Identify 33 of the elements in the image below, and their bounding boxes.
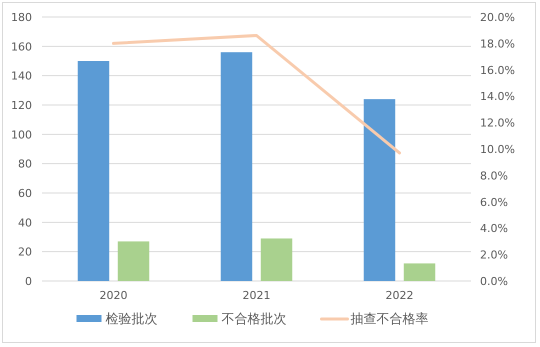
y2-tick-label: 18.0% — [480, 37, 515, 50]
y2-tick-label: 12.0% — [480, 116, 515, 130]
y-tick-label: 60 — [18, 187, 32, 200]
legend-label: 不合格批次 — [222, 312, 286, 327]
x-tick-label: 2021 — [242, 289, 270, 302]
y-tick-label: 40 — [18, 216, 32, 230]
bar — [118, 241, 150, 281]
y-tick-label: 80 — [18, 158, 32, 171]
legend-label: 抽查不合格率 — [350, 311, 428, 327]
y2-tick-label: 14.0% — [480, 90, 515, 104]
y-tick-label: 20 — [18, 246, 32, 259]
bar — [260, 238, 292, 281]
x-tick-label: 2022 — [386, 289, 414, 302]
bar — [220, 52, 252, 281]
y2-tick-label: 2.0% — [480, 248, 508, 262]
y2-tick-label: 6.0% — [480, 196, 508, 209]
y-tick-label: 0 — [25, 275, 32, 288]
bar — [404, 263, 436, 281]
y-tick-label: 140 — [11, 70, 32, 83]
y2-tick-label: 20.0% — [480, 11, 515, 24]
y2-tick-label: 8.0% — [480, 169, 508, 182]
y-tick-label: 160 — [11, 40, 32, 54]
y2-tick-label: 16.0% — [480, 64, 515, 77]
y-tick-label: 120 — [11, 99, 32, 112]
x-tick-label: 2020 — [100, 289, 128, 302]
y-tick-label: 180 — [11, 11, 32, 24]
y2-tick-label: 10.0% — [480, 143, 515, 156]
y2-tick-label: 0.0% — [480, 275, 508, 288]
y-tick-label: 100 — [11, 128, 32, 142]
bar — [78, 61, 110, 281]
legend-label: 检验批次 — [106, 312, 158, 327]
bar — [364, 99, 396, 281]
y2-tick-label: 4.0% — [480, 222, 508, 236]
